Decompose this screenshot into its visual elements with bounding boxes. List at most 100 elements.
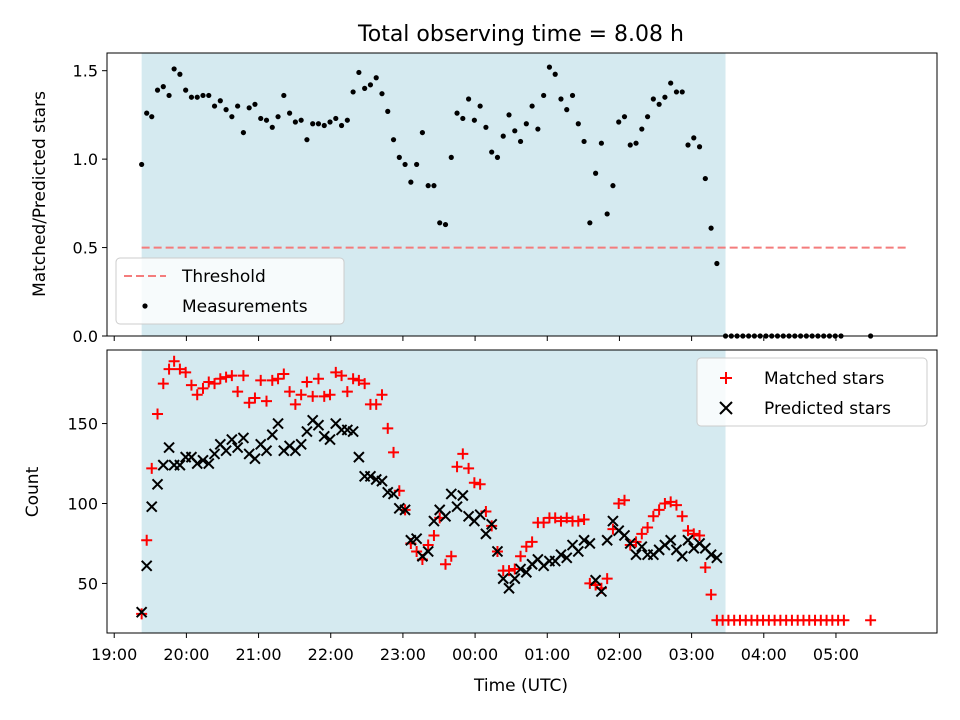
data-point — [295, 389, 307, 401]
data-point — [541, 92, 547, 99]
data-point — [292, 119, 298, 125]
data-point — [650, 96, 656, 102]
data-point — [503, 565, 515, 577]
data-point — [136, 608, 148, 620]
data-point — [664, 534, 677, 546]
data-point — [206, 92, 212, 99]
data-point — [561, 512, 573, 524]
data-point — [425, 183, 431, 189]
y-tick-label: 100 — [67, 494, 98, 513]
data-point — [561, 552, 573, 564]
data-point — [696, 144, 703, 150]
data-point — [633, 140, 639, 146]
data-point — [422, 545, 434, 558]
data-point — [526, 536, 538, 548]
data-point — [520, 541, 532, 553]
data-point — [465, 96, 472, 102]
data-point — [139, 161, 145, 168]
data-point — [653, 504, 665, 516]
data-point — [708, 225, 714, 231]
data-point — [324, 389, 336, 401]
data-point — [445, 488, 457, 500]
data-point — [144, 110, 150, 116]
data-point — [382, 422, 394, 434]
data-point — [411, 545, 423, 557]
data-point — [468, 477, 480, 489]
data-point — [399, 504, 411, 516]
data-point — [705, 548, 717, 561]
data-point — [269, 124, 275, 130]
data-point — [494, 154, 501, 160]
data-point — [659, 497, 671, 509]
data-point — [200, 92, 206, 99]
data-point — [584, 537, 596, 550]
data-point — [598, 140, 604, 146]
data-point — [151, 478, 164, 491]
predicted-stars-series — [135, 414, 723, 618]
data-point — [226, 370, 238, 382]
data-point — [410, 532, 423, 545]
data-point — [694, 529, 706, 541]
data-point — [500, 133, 506, 139]
data-point — [258, 115, 264, 122]
x-tick-label: 23:00 — [380, 645, 426, 664]
data-point — [223, 107, 229, 113]
data-point — [362, 85, 368, 91]
data-point — [610, 183, 616, 189]
data-point — [255, 374, 267, 386]
top-y-axis-label: Matched/Predicted stars — [30, 91, 50, 297]
data-point — [644, 114, 651, 120]
data-point — [231, 441, 244, 454]
data-point — [691, 135, 697, 141]
data-point — [627, 142, 633, 148]
data-point — [301, 425, 313, 438]
data-point — [454, 110, 460, 116]
x-tick-label: 22:00 — [308, 645, 354, 664]
data-point — [647, 510, 659, 522]
data-point — [676, 510, 688, 522]
data-point — [330, 366, 342, 378]
data-point — [194, 94, 200, 100]
data-point — [344, 117, 350, 123]
data-point — [595, 585, 608, 598]
data-point — [315, 121, 322, 127]
data-point — [252, 101, 258, 107]
legend-box — [696, 357, 928, 427]
data-point — [639, 126, 645, 132]
data-point — [246, 105, 252, 111]
data-point — [180, 366, 192, 378]
data-point — [327, 119, 333, 125]
x-tick-label: 00:00 — [452, 645, 498, 664]
data-point — [624, 539, 636, 551]
matched-legend-swatch — [720, 372, 732, 384]
data-point — [321, 122, 327, 129]
data-point — [166, 92, 172, 99]
data-point — [676, 550, 688, 562]
data-point — [278, 368, 290, 380]
data-point — [185, 379, 197, 391]
y-tick-label: 0.5 — [73, 239, 98, 258]
measurements-legend-label: Measurements — [182, 297, 308, 317]
data-point — [379, 91, 385, 97]
data-point — [572, 515, 584, 527]
data-point — [431, 183, 437, 189]
bottom-y-axis-label: Count — [23, 466, 43, 517]
data-point — [281, 92, 287, 99]
data-point — [183, 87, 189, 93]
data-point — [523, 121, 529, 127]
data-point — [428, 529, 440, 541]
y-tick-label: 150 — [67, 415, 98, 434]
data-point — [197, 382, 209, 394]
data-point — [618, 529, 631, 542]
data-point — [209, 378, 221, 390]
data-point — [514, 563, 527, 575]
data-point — [535, 126, 541, 132]
data-point — [263, 117, 270, 123]
data-point — [353, 451, 365, 463]
data-point — [555, 515, 567, 527]
data-point — [298, 117, 304, 123]
data-point — [529, 103, 535, 109]
data-point — [607, 515, 619, 527]
x-tick-label: 01:00 — [524, 645, 570, 664]
data-point — [555, 548, 567, 561]
